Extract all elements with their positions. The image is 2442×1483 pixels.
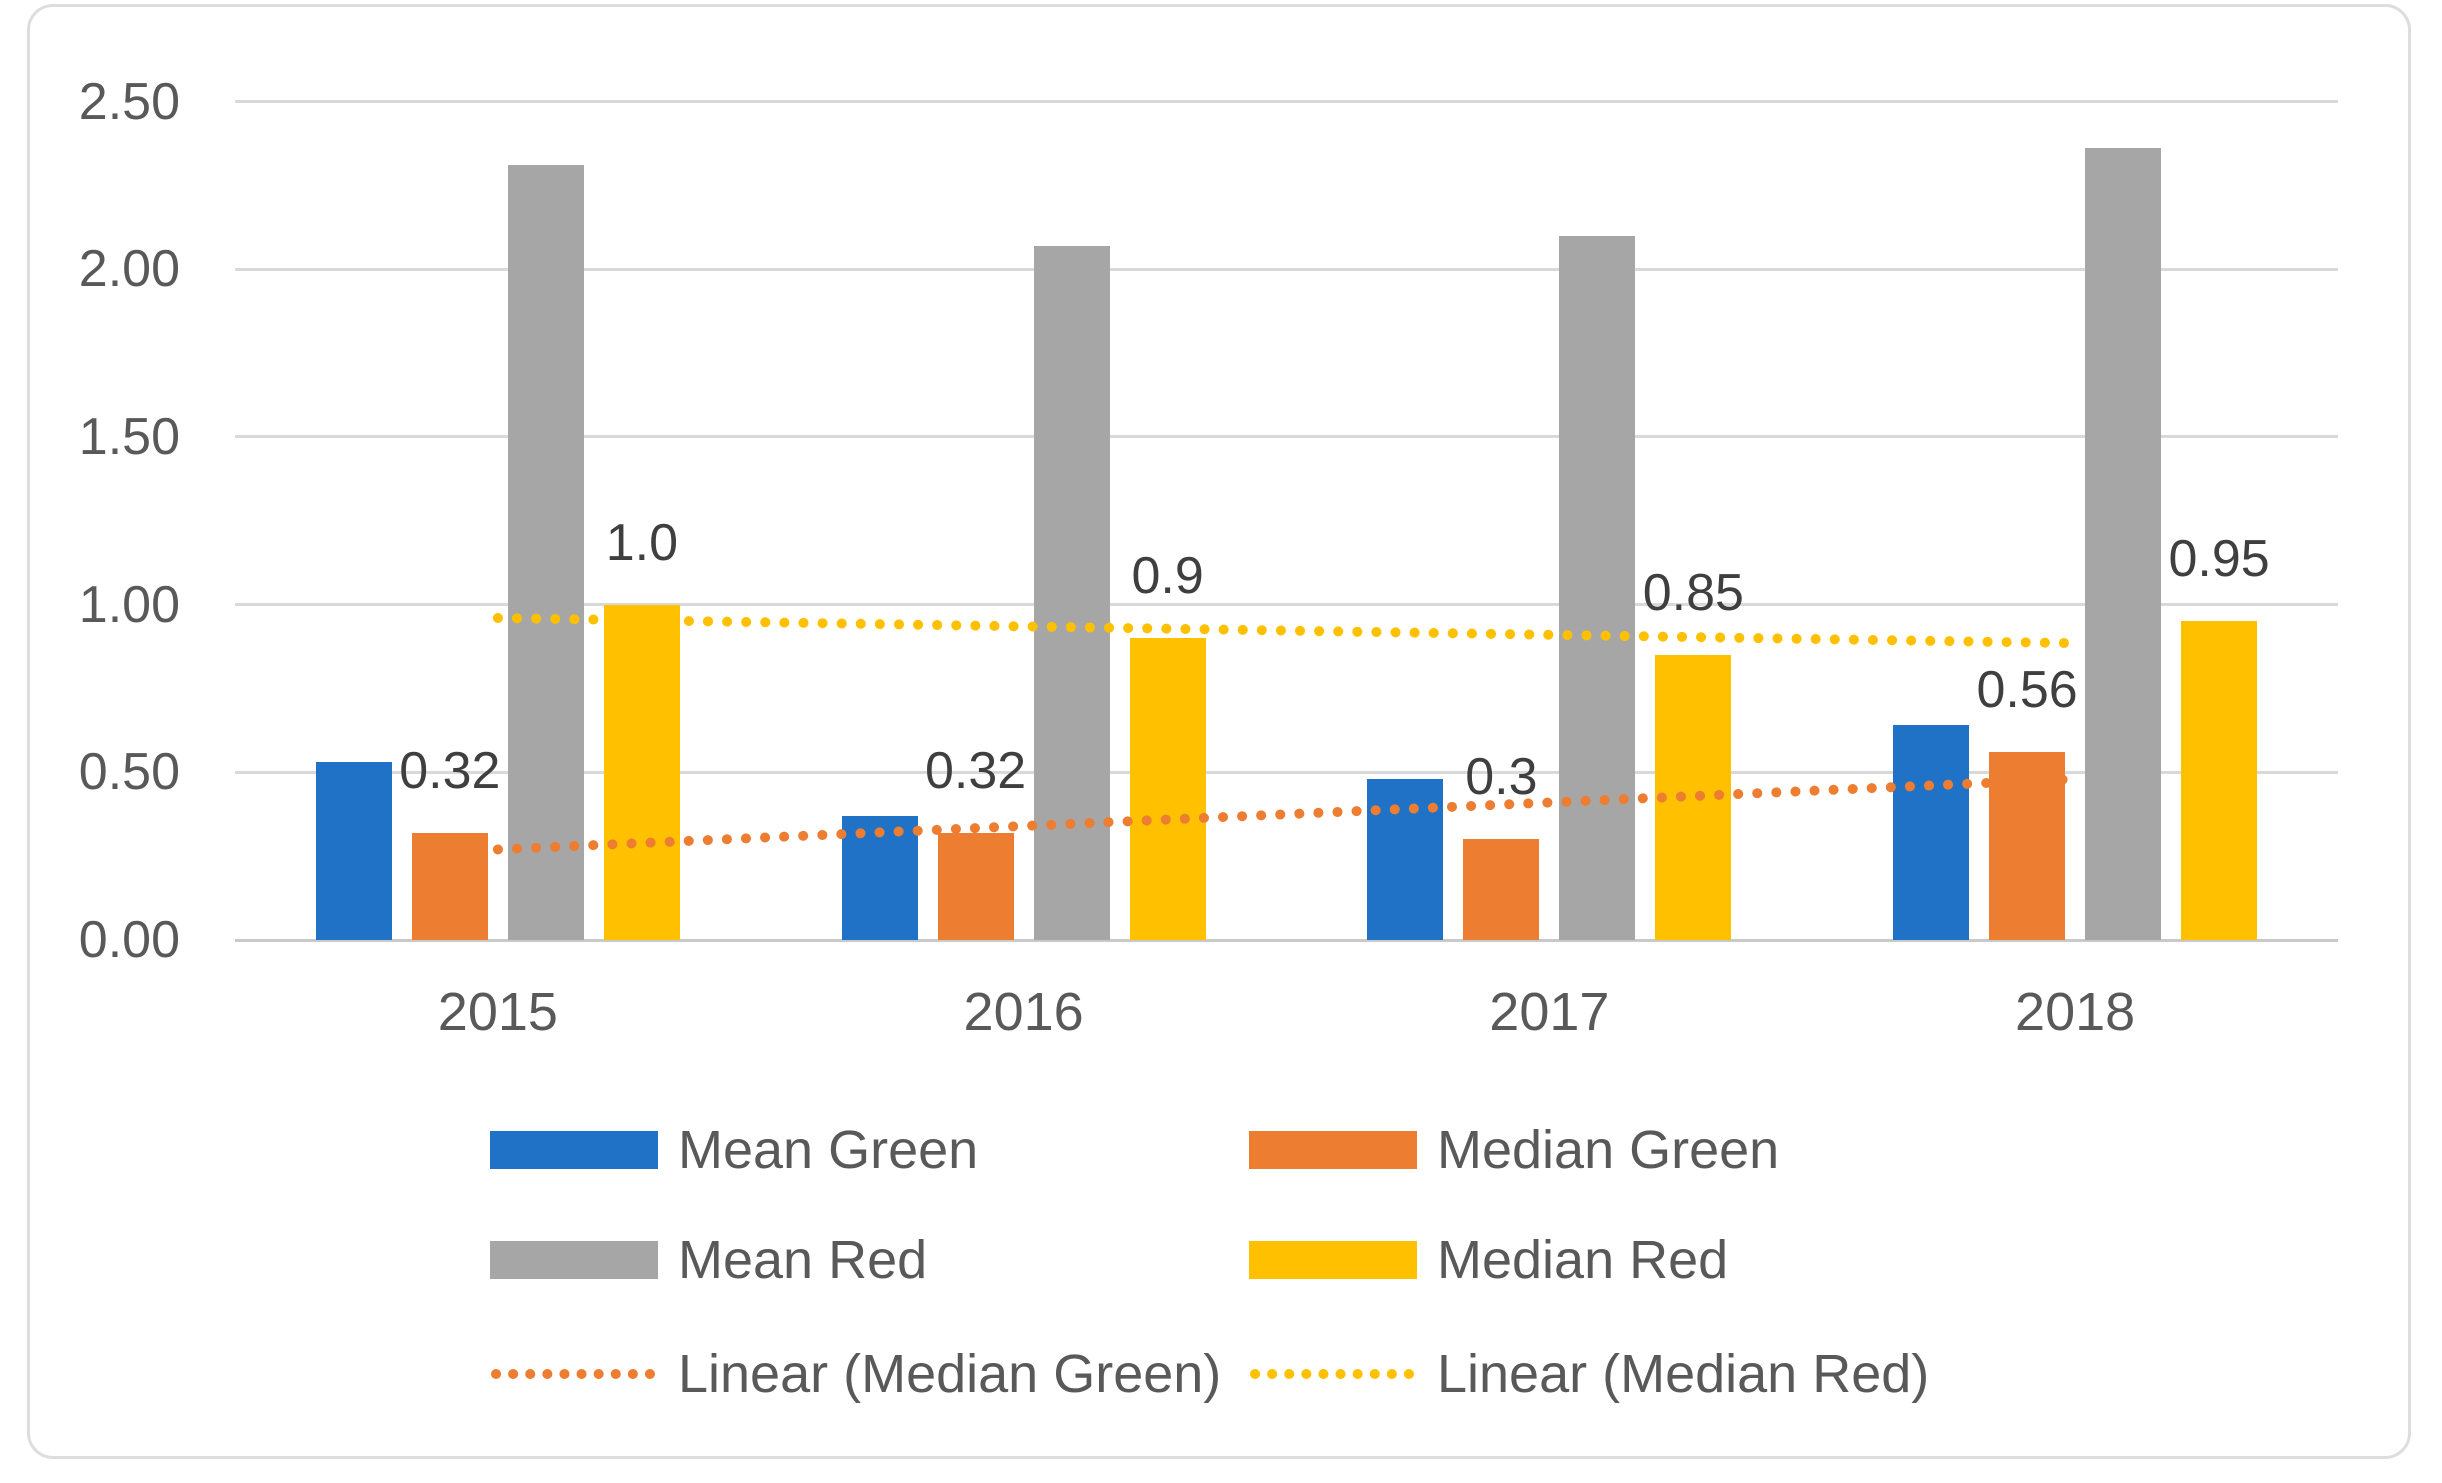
- legend-label-median-green: Median Green: [1437, 1120, 1780, 1180]
- gridline: [235, 267, 2338, 271]
- bar-mean-green: [841, 815, 918, 940]
- data-label-median-red: 0.95: [2168, 530, 2270, 589]
- legend-swatch-mean-red: [490, 1241, 658, 1279]
- x-axis-line: [235, 938, 2338, 942]
- legend-label-mean-red: Mean Red: [678, 1230, 928, 1290]
- gridline: [235, 100, 2338, 103]
- gridline: [235, 603, 2338, 607]
- x-axis-category-label: 2015: [437, 982, 558, 1042]
- x-axis-category-label: 2016: [963, 982, 1084, 1042]
- legend-swatch-mean-green: [490, 1131, 658, 1169]
- data-label-median-red: 0.9: [1131, 547, 1204, 606]
- legend-label-mean-green: Mean Green: [678, 1120, 979, 1180]
- legend-swatch-median-red: [1249, 1241, 1417, 1279]
- bar-mean-green: [1893, 725, 1970, 940]
- legend-dotted-marker-linear-median-green: [491, 1369, 657, 1379]
- x-axis-category-label: 2018: [2015, 982, 2136, 1042]
- y-axis-tick-label: 1.00: [78, 575, 180, 634]
- bar-median-green: [1989, 752, 2066, 940]
- data-label-median-green: 0.56: [1976, 661, 2078, 720]
- y-axis-tick-label: 1.50: [78, 407, 180, 466]
- x-axis-category-label: 2017: [1489, 982, 1610, 1042]
- data-label-median-red: 1.0: [605, 513, 679, 572]
- data-label-median-green: 0.32: [399, 741, 501, 800]
- bar-mean-red: [2085, 148, 2162, 940]
- legend-dotted-marker-linear-median-red: [1250, 1369, 1416, 1379]
- gridline: [235, 435, 2338, 439]
- y-axis-tick-label: 2.00: [78, 240, 180, 299]
- bar-median-red: [1655, 654, 1732, 940]
- y-axis-tick-label: 0.50: [78, 743, 180, 802]
- bar-mean-green: [315, 762, 392, 940]
- trendline-linear-median-green: [492, 774, 2081, 855]
- bar-median-red: [2181, 621, 2258, 940]
- legend-label-linear-median-green: Linear (Median Green): [678, 1344, 1222, 1404]
- legend-swatch-median-green: [1249, 1131, 1417, 1169]
- bar-median-green: [937, 832, 1014, 940]
- bar-median-red: [603, 604, 680, 940]
- y-axis-tick-label: 2.50: [78, 72, 180, 131]
- trendline-linear-median-red: [492, 613, 2081, 649]
- data-label-median-red: 0.85: [1642, 563, 1744, 622]
- legend-label-median-red: Median Red: [1437, 1230, 1729, 1290]
- chart-area-border: [27, 4, 2411, 1459]
- bar-median-green: [411, 832, 488, 940]
- data-label-median-green: 0.3: [1465, 748, 1538, 807]
- bar-median-green: [1463, 839, 1540, 940]
- y-axis-tick-label: 0.00: [78, 911, 180, 969]
- gridline: [235, 770, 2338, 774]
- legend-label-linear-median-red: Linear (Median Red): [1437, 1344, 1930, 1404]
- data-label-median-green: 0.32: [925, 741, 1027, 800]
- bar-median-red: [1129, 638, 1206, 940]
